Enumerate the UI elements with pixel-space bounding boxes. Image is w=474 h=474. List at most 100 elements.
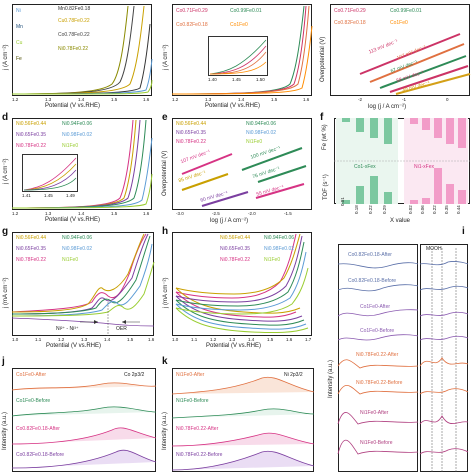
panel-e-legend-4: Ni0.78Fe0.22 [176,139,207,145]
panel-i-trace-label: Co0.82Fe0.18-Before [348,278,397,284]
panel-j-trace-label: Co1Fe0-After [16,372,47,378]
panel-g-xtick: 1.4 [104,337,111,342]
panel-f-xtick: 0.18 [354,205,359,214]
panel-d-inset [22,154,78,192]
panel-b-xtick: 1.4 [238,97,245,102]
panel-e-lines [181,147,307,207]
panel-i-trace-label: Ni0.78Fe0.22-Before [356,380,403,386]
panel-a-legend-4: Mn0.82Fe0.18 [58,6,91,12]
panel-g-legend-3: Ni0.98Fe0.02 [62,246,93,252]
panel-d-curves [11,119,153,209]
panel-e-ylabel: Overpotential (V) [162,150,168,196]
panel-a-legend-7: Ni0.78Fe0.22 [58,46,89,52]
panel-e-xtick: -3.0 [176,211,184,216]
panel-d-label: d [2,112,9,123]
panel-g-xtick: 1.6 [148,337,155,342]
panel-f-xtick: 0.01 [340,197,345,206]
panel-a-ylabel: j (A cm⁻²) [3,44,9,71]
panel-f-xtick: 0.22 [432,205,437,214]
panel-b-ylabel: j (A cm⁻²) [163,44,169,71]
panel-d-legend-5: Ni1Fe0 [62,143,79,149]
panel-b-xtick: 1.3 [205,97,212,102]
panel-j-ylabel: Intensity (a.u.) [2,411,8,450]
panel-h-curves [175,233,309,333]
panel-b-inset-curves [209,39,267,75]
panel-f-xtick: 0.35 [444,205,449,214]
panel-a-legend-2: Cu [16,40,23,46]
panel-a-xlabel: Potential (V vs.RHE) [45,103,101,109]
panel-c-legend-0: Co0.71Fe0.29 [334,8,366,14]
panel-f: f Fe (wt %) TOF (s⁻¹) Co1-xFex Ni1-xFex … [318,112,474,226]
panel-h-xtick: 1.6 [286,337,293,342]
panel-b-inset-xtick: 1.45 [232,77,241,82]
panel-b-legend-0: Co0.71Fe0.29 [176,8,208,14]
panel-d-inset-xtick: 1.41 [22,193,31,198]
panel-b-xtick: 1.6 [303,97,310,102]
panel-e-xlabel: log (j / A cm⁻²) [210,218,249,224]
panel-e: e Overpotential (V) Ni0.56Fe0.44 Ni0.94F… [160,112,318,226]
panel-d-xtick: 1.6 [143,211,150,216]
panel-a-legend-3: Fe [16,56,22,62]
panel-j-trace-label: Co0.82Fe0.18-After [16,426,60,432]
panel-h-legend-0: Ni0.56Fe0.44 [220,235,251,241]
panel-f-label: f [320,112,324,123]
panel-b-inset-xtick: 1.40 [208,77,217,82]
panel-c-legend-1: Co0.99Fe0.01 [390,8,422,14]
panel-b-xtick: 1.2 [172,97,179,102]
panel-f-xlabel: X value [390,218,411,224]
panel-h-legend-4: Ni0.78Fe0.22 [220,257,251,263]
panel-f-bars [334,118,470,204]
panel-g-legend-4: Ni0.78Fe0.22 [16,257,47,263]
panel-c: Overpotential (V) Co0.71Fe0.29 Co0.99Fe0… [318,0,474,112]
panel-h-xtick: 1.0 [172,337,179,342]
panel-g-xlabel: Potential (V vs.RHE) [46,343,102,349]
panel-f-xtick: 0.06 [420,205,425,214]
panel-k-trace-label: Ni0.78Fe0.22-Before [176,452,223,458]
panel-e-xtick: -2.5 [212,211,220,216]
panel-a-xtick: 1.4 [78,97,85,102]
panel-h-legend-2: Ni0.65Fe0.35 [220,246,251,252]
panel-b-legend-1: Co0.99Fe0.01 [230,8,262,14]
panel-d-ylabel: j (A cm⁻²) [3,158,9,185]
panel-f-xtick: 0.29 [382,205,387,214]
panel-k-trace-label: Ni1Fe0-After [176,372,205,378]
panel-e-xtick: -1.5 [284,211,292,216]
panel-i-trace-label: Ni1Fe0-After [360,410,389,416]
panel-a: j (A cm⁻²) Ni Mn Cu Fe Mn0.82Fe0.18 Cu0.… [0,0,158,112]
panel-h-ylabel: j (mA cm⁻²) [163,277,169,309]
panel-i-mooh: MOOH [426,246,442,252]
panel-c-xtick: -1 [402,97,407,102]
panel-a-curves [11,5,153,95]
panel-c-lines [359,33,471,95]
panel-c-legend-2: Co0.82Fe0.18 [334,20,366,26]
panel-h-label: h [162,226,169,237]
panel-g-xtick: 1.2 [58,337,65,342]
panel-a-legend-0: Ni [16,8,21,14]
panel-e-legend-2: Ni0.65Fe0.35 [176,130,207,136]
panel-b-inset-xtick: 1.50 [256,77,265,82]
panel-k-trace-label: Ni1Fe0-Before [176,398,209,404]
panel-b-legend-3: Co1Fe0 [230,22,248,28]
panel-i-ylabel: Intensity (a.u.) [328,359,334,398]
panel-b-inset [208,36,268,76]
panel-k-ylabel: Intensity (a.u.) [162,411,168,450]
panel-h: h j (mA cm⁻²) Ni0.56Fe0.44 Ni0.94Fe0.06 … [160,226,318,352]
panel-d-xtick: 1.3 [45,211,52,216]
panel-h-legend-5: Ni1Fe0 [264,257,281,263]
panel-h-xtick: 1.1 [191,337,198,342]
panel-k-spectra [171,376,315,471]
panel-j-trace-label: Co1Fe0-Before [16,398,51,404]
panel-d-legend-3: Ni0.98Fe0.02 [62,132,93,138]
panel-h-xtick: 1.7 [305,337,312,342]
panel-i-label: i [462,226,465,237]
panel-d-legend-1: Ni0.94Fe0.06 [62,121,93,127]
panel-f-group-right: Ni1-xFex [414,164,435,170]
panel-e-label: e [162,112,168,123]
panel-e-legend-5: Ni1Fe0 [246,139,263,145]
panel-d-legend-2: Ni0.65Fe0.35 [16,132,47,138]
panel-b-curves [171,5,313,95]
panel-c-xtick: -2 [358,97,363,102]
panel-h-xtick: 1.4 [248,337,255,342]
panel-a-xtick: 1.3 [45,97,52,102]
panel-g-label: g [2,226,9,237]
